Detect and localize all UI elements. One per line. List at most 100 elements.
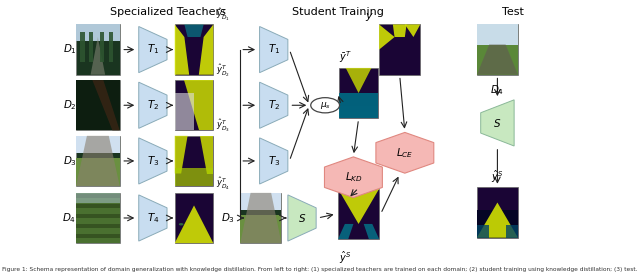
Polygon shape (184, 25, 204, 37)
Bar (240, 193, 282, 210)
Polygon shape (139, 195, 167, 241)
Text: $S$: $S$ (493, 117, 502, 129)
Bar (175, 193, 213, 243)
Polygon shape (405, 25, 420, 37)
Bar (100, 32, 104, 62)
Bar (240, 215, 282, 243)
Polygon shape (393, 25, 406, 37)
Polygon shape (139, 82, 167, 128)
Text: $D_3$: $D_3$ (63, 154, 77, 168)
Text: $T_3$: $T_3$ (147, 154, 159, 168)
Polygon shape (477, 44, 518, 75)
Text: Student Training: Student Training (292, 7, 384, 17)
Text: $\hat{y}^T_{D_4}$: $\hat{y}^T_{D_4}$ (216, 176, 230, 191)
Bar (81, 32, 84, 62)
Bar (175, 136, 213, 186)
Bar (339, 99, 378, 106)
Text: $T_2$: $T_2$ (147, 98, 159, 112)
Bar (339, 112, 378, 118)
Polygon shape (338, 189, 379, 224)
Text: $\mu_s$: $\mu_s$ (319, 100, 331, 111)
Bar (76, 136, 120, 153)
Polygon shape (200, 136, 213, 174)
Bar (109, 32, 113, 62)
Text: $\hat{y}^T_{D_1}$: $\hat{y}^T_{D_1}$ (216, 7, 230, 23)
Polygon shape (364, 224, 379, 239)
Polygon shape (260, 26, 288, 73)
Bar (76, 214, 120, 218)
Bar (477, 225, 489, 238)
Polygon shape (260, 138, 288, 184)
Polygon shape (76, 136, 120, 186)
Bar (76, 193, 120, 243)
Polygon shape (240, 193, 282, 243)
Polygon shape (175, 136, 188, 174)
Polygon shape (139, 138, 167, 184)
Bar (506, 225, 518, 238)
Bar (339, 106, 378, 112)
Bar (240, 193, 282, 243)
Text: $T_3$: $T_3$ (268, 154, 280, 168)
Bar (76, 80, 120, 130)
Polygon shape (139, 26, 167, 73)
Polygon shape (175, 205, 213, 243)
Bar (175, 80, 213, 130)
Polygon shape (199, 25, 213, 75)
Polygon shape (379, 25, 395, 50)
Text: $S$: $S$ (298, 212, 306, 224)
Polygon shape (91, 37, 105, 75)
Bar (477, 25, 518, 44)
Text: $D_3$: $D_3$ (221, 211, 235, 225)
Text: $T_1$: $T_1$ (268, 43, 280, 57)
Bar (339, 93, 378, 99)
Bar (339, 93, 378, 118)
Text: $T_2$: $T_2$ (268, 98, 280, 112)
Polygon shape (288, 195, 316, 241)
Polygon shape (184, 80, 213, 130)
Bar (477, 188, 518, 238)
Polygon shape (92, 80, 120, 130)
Polygon shape (477, 203, 518, 238)
Text: Specialized Teachers: Specialized Teachers (110, 7, 226, 17)
Text: $L_{CE}$: $L_{CE}$ (396, 146, 413, 160)
Bar (338, 189, 379, 239)
Text: Test: Test (502, 7, 524, 17)
Text: $\hat{y}^S$: $\hat{y}^S$ (339, 250, 351, 266)
Bar (76, 224, 120, 228)
Bar (175, 25, 213, 75)
Circle shape (311, 98, 340, 113)
Bar (76, 204, 120, 208)
Text: Figure 1: Schema representation of domain generalization with knowledge distilla: Figure 1: Schema representation of domai… (3, 267, 637, 272)
Text: $D_1$: $D_1$ (63, 43, 77, 57)
Text: $L_{KD}$: $L_{KD}$ (344, 170, 362, 184)
Bar (76, 193, 120, 243)
Bar (477, 44, 518, 75)
Bar (76, 234, 120, 238)
Bar (76, 136, 120, 186)
Bar (76, 25, 120, 75)
Polygon shape (260, 82, 288, 128)
Bar (76, 194, 120, 198)
Bar (76, 158, 120, 186)
Text: $\hat{y}^S$: $\hat{y}^S$ (492, 168, 504, 185)
Polygon shape (324, 157, 382, 198)
Bar (89, 32, 93, 62)
Polygon shape (175, 25, 189, 75)
Polygon shape (346, 68, 371, 93)
Text: $D_4$: $D_4$ (63, 211, 77, 225)
Bar (477, 25, 518, 75)
Polygon shape (481, 100, 514, 146)
Circle shape (179, 223, 184, 225)
Text: $\hat{y}^T_{D_3}$: $\hat{y}^T_{D_3}$ (216, 118, 230, 135)
Text: $T_1$: $T_1$ (147, 43, 159, 57)
Polygon shape (338, 224, 353, 239)
Text: $\bar{y}^T$: $\bar{y}^T$ (339, 49, 352, 65)
Bar (76, 25, 120, 41)
Bar (339, 68, 378, 118)
Bar (379, 25, 420, 75)
Text: $\hat{y}^T_{D_2}$: $\hat{y}^T_{D_2}$ (216, 63, 230, 79)
Text: $y$: $y$ (365, 11, 374, 23)
Text: $T_4$: $T_4$ (147, 211, 159, 225)
Bar (477, 210, 518, 238)
Bar (175, 168, 213, 186)
